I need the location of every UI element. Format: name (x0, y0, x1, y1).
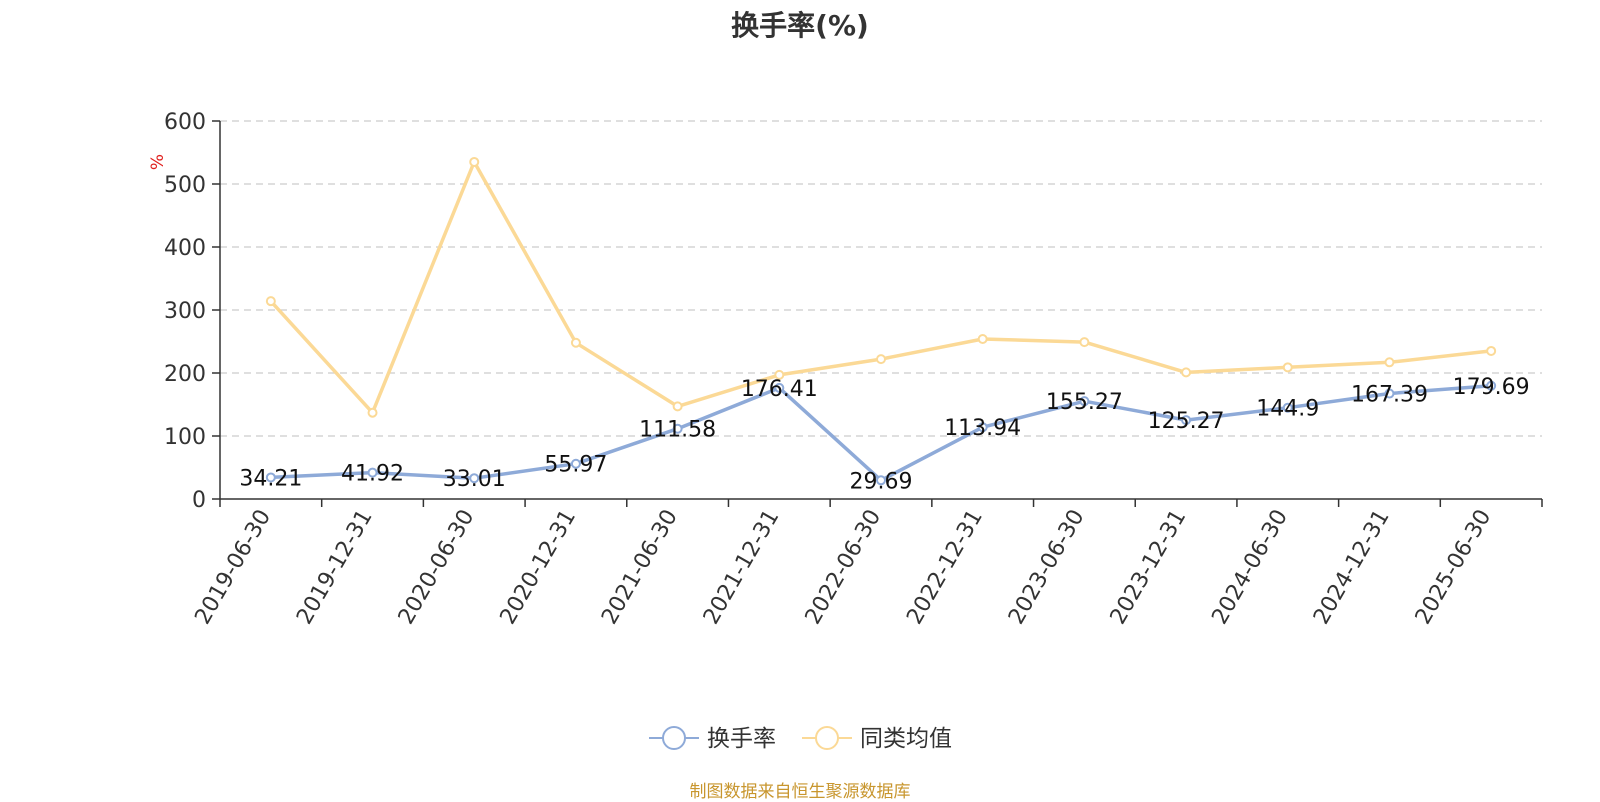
data-point (1486, 380, 1497, 391)
data-label: 113.94 (944, 416, 1021, 441)
data-point (774, 369, 785, 380)
legend-label: 换手率 (707, 726, 776, 752)
data-point (265, 472, 276, 483)
y-tick-label: 200 (164, 362, 206, 387)
data-point (570, 458, 581, 469)
data-point (876, 475, 886, 486)
x-tick-label: 2021-12-31 (699, 506, 785, 629)
data-label: 41.92 (341, 462, 404, 487)
y-tick-label: 100 (164, 425, 206, 450)
data-point (672, 401, 683, 412)
data-point (977, 333, 988, 344)
data-label: 167.39 (1351, 383, 1428, 408)
chart-title: 换手率(%) (731, 9, 869, 42)
y-tick-label: 600 (164, 110, 206, 135)
series-lines (265, 156, 1497, 486)
data-point (1384, 388, 1395, 399)
data-point (1486, 345, 1497, 356)
data-point (1282, 362, 1293, 373)
x-tick-label: 2023-12-31 (1106, 506, 1192, 629)
x-tick-label: 2021-06-30 (597, 506, 683, 629)
data-point (469, 473, 480, 484)
data-point (1079, 396, 1090, 407)
legend-marker (815, 726, 839, 750)
data-point (1181, 367, 1192, 378)
data-point (570, 337, 581, 348)
data-label: 179.69 (1453, 375, 1530, 400)
x-tick-label: 2020-06-30 (394, 506, 480, 629)
data-point (1181, 415, 1192, 426)
legend-marker (662, 726, 686, 750)
data-label: 176.41 (741, 377, 818, 402)
grid-lines (220, 120, 1542, 437)
x-tick-label: 2024-06-30 (1207, 506, 1293, 629)
legend[interactable]: 换手率 同类均值 (649, 726, 952, 752)
x-tick-label: 2023-06-30 (1004, 506, 1090, 629)
data-point (774, 382, 785, 393)
source-note: 制图数据来自恒生聚源数据库 (689, 782, 911, 802)
data-label: 33.01 (443, 467, 506, 492)
data-point (1384, 357, 1395, 368)
data-point (469, 156, 480, 167)
data-label: 144.9 (1256, 397, 1319, 422)
data-labels: 34.21 41.92 33.01 55.97 111.58 176.41 29.69 113… (239, 375, 1529, 495)
y-tick-label: 0 (192, 488, 206, 513)
y-tick-label: 400 (164, 236, 206, 261)
x-tick-label: 2022-06-30 (801, 506, 887, 629)
y-axis-unit-label: % (148, 154, 168, 170)
data-label: 125.27 (1148, 409, 1225, 434)
data-point (367, 467, 378, 478)
data-label: 55.97 (544, 453, 607, 478)
x-tick-label: 2020-12-31 (496, 506, 582, 629)
data-point (876, 354, 886, 365)
x-tick-label: 2019-12-31 (292, 506, 378, 629)
y-tick-label: 500 (164, 173, 206, 198)
legend-label: 同类均值 (860, 726, 952, 752)
data-label: 34.21 (239, 466, 302, 491)
data-point (265, 296, 276, 307)
x-tick-label: 2025-06-30 (1411, 506, 1497, 629)
data-point (1079, 337, 1090, 348)
x-tick-label: 2019-06-30 (190, 506, 276, 629)
data-point (367, 407, 378, 418)
data-point (977, 422, 988, 433)
y-tick-label: 300 (164, 299, 206, 324)
data-point (672, 423, 683, 434)
data-label: 111.58 (639, 418, 716, 443)
data-label: 155.27 (1046, 390, 1123, 415)
data-point (1282, 402, 1293, 413)
data-label: 29.69 (850, 469, 913, 494)
series-line (269, 160, 1492, 415)
axes: 0 100 200 300 400 500 600% 2019-06-30 2019-12-31… (148, 110, 1543, 629)
x-tick-label: 2024-12-31 (1309, 506, 1395, 629)
x-tick-label: 2022-12-31 (902, 506, 988, 629)
